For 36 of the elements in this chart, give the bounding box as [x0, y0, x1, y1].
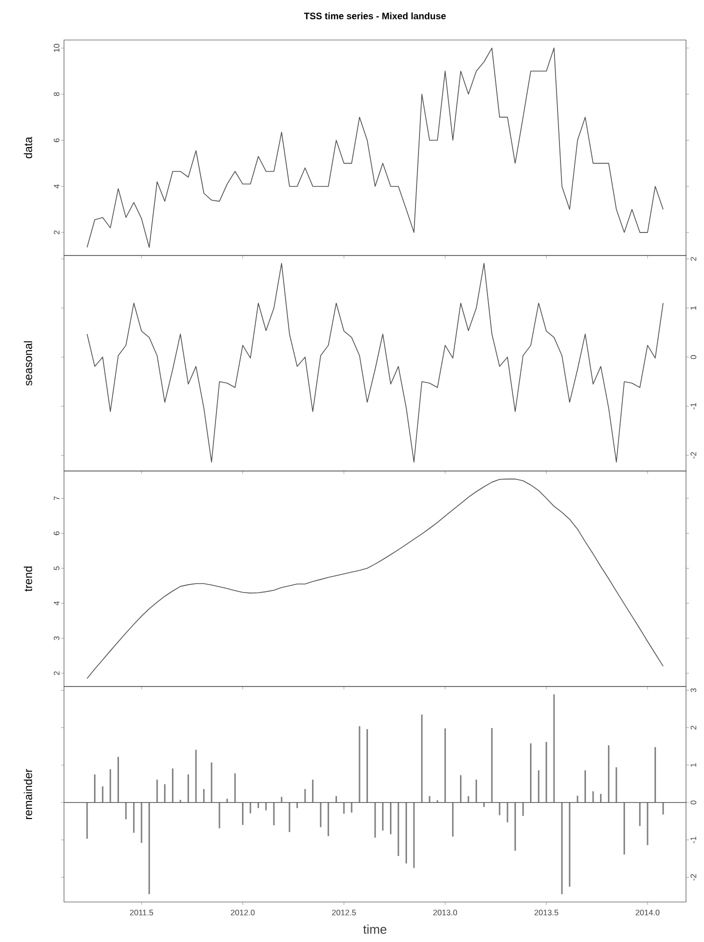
y-tick-label: -1	[690, 403, 696, 410]
x-tick-label: 2012.0	[230, 910, 255, 916]
y-axis-title: trend	[24, 566, 32, 592]
y-tick-label: 2	[54, 230, 60, 234]
chart-title: TSS time series - Mixed landuse	[304, 12, 446, 20]
y-tick-label: 7	[54, 496, 60, 500]
y-tick-label: 4	[54, 601, 60, 606]
y-tick-label: -2	[690, 452, 696, 458]
y-tick-label: 6	[54, 138, 60, 142]
y-tick-label: 2	[690, 257, 696, 261]
y-tick-label: 5	[54, 566, 60, 570]
x-tick-label: 2011.5	[130, 910, 154, 916]
y-tick-label: 6	[54, 531, 60, 536]
y-tick-label: 1	[690, 763, 696, 767]
y-tick-label: 3	[54, 636, 60, 640]
y-tick-label: 3	[690, 688, 696, 692]
y-tick-label: -2	[690, 874, 696, 881]
y-tick-label: 0	[690, 355, 696, 360]
y-axis-title: data	[24, 136, 32, 158]
x-tick-label: 2012.5	[332, 910, 356, 916]
y-tick-label: 2	[54, 671, 60, 676]
x-tick-label: 2014.0	[636, 910, 660, 916]
y-axis-title: seasonal	[24, 341, 32, 386]
y-tick-label: 10	[54, 44, 60, 52]
line-series	[86, 478, 664, 679]
line-series	[86, 262, 664, 463]
y-tick-label: 8	[54, 92, 60, 96]
x-axis-title: time	[363, 924, 386, 934]
x-tick-label: 2013.0	[433, 910, 458, 916]
y-tick-label: 1	[690, 306, 696, 310]
y-tick-label: 4	[54, 184, 60, 188]
y-axis-title: remainder	[24, 768, 32, 820]
y-tick-label: -1	[690, 836, 696, 844]
x-tick-label: 2013.5	[534, 910, 558, 916]
y-tick-label: 0	[690, 800, 696, 804]
y-tick-label: 2	[690, 726, 696, 730]
